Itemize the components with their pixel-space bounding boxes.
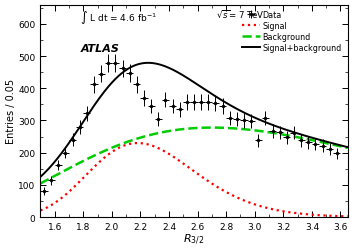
Signal — [38, 209, 42, 212]
Background — [244, 128, 248, 131]
Line: Signal: Signal — [40, 143, 348, 216]
Signal+background — [178, 73, 182, 76]
Background — [210, 127, 214, 130]
Background — [270, 132, 274, 135]
Background — [346, 147, 350, 150]
X-axis label: $R_{3/2}$: $R_{3/2}$ — [183, 232, 205, 246]
Signal+background — [346, 146, 350, 149]
Signal+background — [270, 124, 274, 127]
Text: ATLAS: ATLAS — [80, 44, 119, 54]
Signal+background — [146, 62, 150, 65]
Background — [93, 154, 97, 157]
Signal — [117, 146, 121, 149]
Legend: Data, Signal, Background, Signal+background: Data, Signal, Background, Signal+backgro… — [240, 10, 344, 55]
Signal — [346, 215, 350, 218]
Signal+background — [93, 104, 97, 107]
Signal+background — [244, 113, 248, 116]
Background — [220, 127, 224, 130]
Signal — [270, 208, 274, 211]
Background — [117, 144, 121, 147]
Text: $\int$ L dt = 4.6 fb$^{-1}$: $\int$ L dt = 4.6 fb$^{-1}$ — [80, 9, 157, 25]
Signal — [244, 200, 248, 203]
Line: Signal+background: Signal+background — [40, 64, 348, 177]
Y-axis label: Entries / 0.05: Entries / 0.05 — [6, 79, 16, 144]
Signal — [220, 188, 224, 192]
Text: $\sqrt{s}$= 7 TeV: $\sqrt{s}$= 7 TeV — [216, 9, 264, 20]
Signal — [178, 160, 182, 163]
Signal — [135, 142, 139, 145]
Signal+background — [117, 74, 121, 77]
Signal+background — [38, 176, 42, 179]
Background — [38, 182, 42, 185]
Background — [177, 129, 182, 132]
Signal — [93, 165, 97, 168]
Line: Background: Background — [40, 128, 348, 184]
Signal+background — [220, 100, 224, 103]
